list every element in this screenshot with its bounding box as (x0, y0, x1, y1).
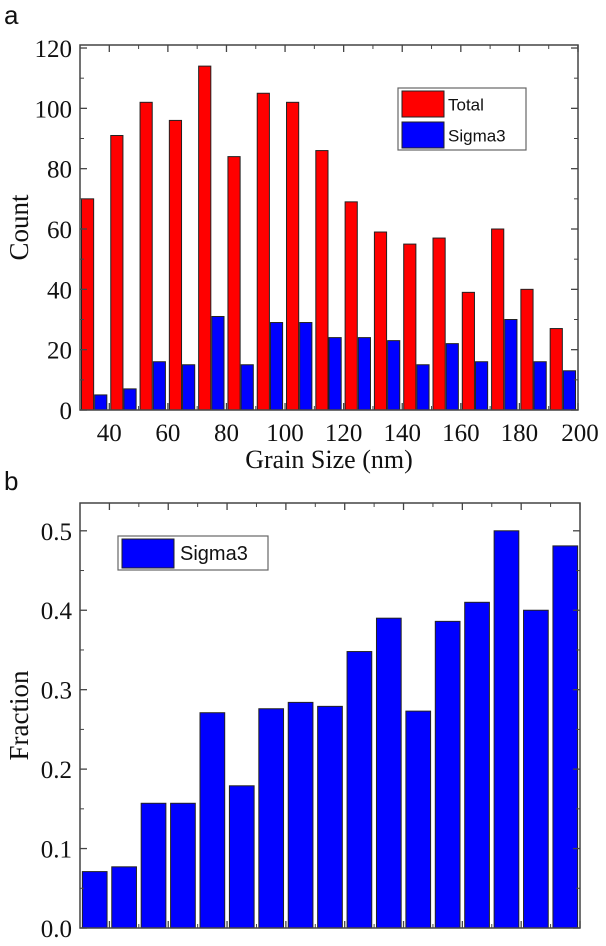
bar-sigma3-45 (123, 388, 137, 411)
y-tick-label: 60 (47, 217, 72, 244)
chart-b: 4060801001201401601802000.00.10.20.30.40… (4, 502, 601, 946)
bar-total-155 (432, 237, 446, 411)
bar-sigma3-155 (445, 343, 459, 411)
x-tick-label: 160 (442, 420, 480, 447)
y-tick-label: 0.3 (41, 678, 72, 705)
plot-frame (79, 44, 579, 411)
bar-sigma3-55 (152, 361, 166, 411)
bar-sigma3-115 (328, 337, 342, 411)
bar-sigma3-165 (464, 601, 490, 929)
bar-total-75 (198, 65, 212, 411)
x-tick-label: 80 (214, 420, 239, 447)
x-tick-label: 180 (501, 420, 539, 447)
x-tick-label: 40 (97, 420, 122, 447)
y-tick-label: 40 (47, 277, 72, 304)
y-axis-label: Count (4, 194, 34, 261)
x-axis-label: Grain Size (nm) (245, 445, 413, 474)
chart-a: 40 60 80 100 120 140 160 180 200020406080100120G… (4, 36, 599, 474)
x-tick-label: 120 (325, 420, 363, 447)
panel-label-a: a (4, 0, 19, 30)
plot-frame (79, 502, 581, 929)
bar-total-115 (315, 150, 329, 411)
y-tick-label: 0.1 (41, 837, 72, 864)
y-tick-label: 0.5 (41, 519, 72, 546)
bar-sigma3-35 (94, 394, 108, 411)
bar-total-85 (227, 156, 241, 411)
bar-sigma3-145 (405, 710, 432, 929)
x-tick-label: 100 (266, 420, 304, 447)
bar-sigma3-195 (562, 370, 577, 411)
y-tick-label: 0.2 (41, 757, 72, 784)
bar-total-125 (344, 201, 358, 411)
bar-total-45 (110, 134, 124, 411)
bar-total-95 (256, 92, 270, 411)
bar-sigma3-145 (416, 364, 430, 411)
y-tick-label: 0.0 (41, 916, 72, 941)
bar-sigma3-165 (474, 361, 489, 411)
y-tick-label: 100 (35, 96, 73, 123)
y-tick-label: 20 (47, 338, 72, 365)
legend-swatch-sigma3 (121, 538, 175, 569)
y-tick-label: 120 (35, 36, 73, 63)
bar-sigma3-95 (258, 708, 285, 929)
bar-total-105 (286, 101, 300, 411)
bar-sigma3-175 (504, 319, 518, 411)
legend-label-sigma3: Sigma3 (448, 127, 506, 146)
bar-sigma3-55 (140, 802, 167, 929)
y-tick-label: 0 (60, 398, 73, 425)
bar-sigma3-185 (533, 361, 547, 411)
bar-sigma3-45 (111, 866, 137, 929)
y-tick-label: 80 (47, 157, 72, 184)
bar-sigma3-135 (375, 617, 402, 929)
bar-sigma3-85 (228, 785, 255, 929)
bar-sigma3-105 (299, 322, 313, 411)
bar-sigma3-85 (240, 364, 254, 411)
bar-total-195 (549, 328, 563, 411)
panel-label-b: b (4, 466, 18, 496)
bar-sigma3-195 (552, 545, 579, 929)
bar-total-135 (373, 231, 388, 411)
bar-sigma3-175 (493, 530, 520, 929)
bar-sigma3-35 (81, 871, 108, 929)
x-tick-label: 200 (561, 420, 599, 447)
y-tick-label: 0.4 (41, 598, 73, 625)
bar-total-65 (168, 119, 183, 411)
bar-sigma3-105 (287, 701, 314, 929)
bar-total-165 (461, 291, 475, 411)
bar-total-175 (491, 228, 505, 411)
legend-swatch-total (401, 90, 445, 118)
y-axis-label: Fraction (4, 670, 34, 760)
legend-label-sigma3: Sigma3 (180, 543, 248, 565)
bar-sigma3-65 (182, 364, 196, 411)
bar-total-145 (403, 243, 417, 411)
bar-sigma3-75 (199, 712, 226, 929)
bar-total-55 (139, 101, 153, 411)
bar-sigma3-135 (387, 340, 401, 411)
bar-sigma3-125 (357, 337, 371, 411)
bar-total-185 (520, 288, 534, 411)
legend-label-total: Total (448, 96, 484, 115)
bar-sigma3-185 (523, 609, 549, 929)
x-tick-label: 60 (155, 420, 180, 447)
bar-total-35 (80, 198, 95, 411)
bar-sigma3-125 (346, 651, 373, 929)
bar-sigma3-75 (211, 315, 225, 411)
legend-swatch-sigma3 (401, 121, 445, 149)
bar-sigma3-155 (434, 620, 461, 929)
bar-sigma3-95 (269, 322, 284, 411)
bar-sigma3-115 (317, 705, 343, 929)
bar-sigma3-65 (170, 802, 196, 929)
x-tick-label: 140 (383, 420, 421, 447)
